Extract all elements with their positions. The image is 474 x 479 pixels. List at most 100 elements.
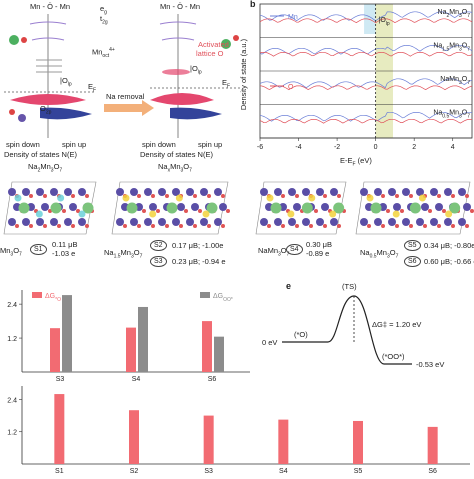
o-atom (221, 194, 225, 198)
structure-label-2: Na1.5Mn3O7 (104, 248, 143, 260)
mn-atom (388, 218, 396, 226)
site-s5: S5 (404, 240, 421, 251)
o-atom (470, 209, 474, 213)
dos-xlabel: E-EF (eV) (340, 156, 372, 168)
o-atom (179, 224, 183, 228)
mnoct-label: Mnoct4+ (92, 47, 115, 59)
o-atom (409, 224, 413, 228)
dos-plot: Na2Mn3O7 Na1.5Mn3O7 NaMn3O7 Na0.5Mn3O7 -6 -4 -… (257, 3, 473, 151)
mn-atom (219, 203, 227, 211)
spin-density (149, 210, 157, 218)
olp-label-right: |Olp (190, 64, 202, 76)
o-atom (15, 224, 19, 228)
o-atom (29, 224, 33, 228)
bar (278, 419, 289, 464)
t2g-label: t2g (100, 14, 108, 26)
o-atom (198, 209, 202, 213)
unit-cell (255, 181, 347, 235)
structure-label-1: Mn3O7 (0, 246, 22, 258)
mn-atom (330, 218, 338, 226)
o-atom (142, 209, 146, 213)
orbital-label-left: Mn - Ö - Mn (30, 2, 71, 11)
s4-charge: -0.89 e (306, 249, 330, 258)
ts-label: (TS) (342, 282, 357, 291)
bar (353, 420, 363, 464)
o-atom (395, 224, 399, 228)
o-atom (151, 224, 155, 228)
o-atom (85, 224, 89, 228)
ef-label-left: EF (88, 82, 97, 94)
ef-label-right: EF (222, 78, 231, 90)
x-tick-label: -2 (334, 144, 340, 151)
s4-moment: 0.30 μB (306, 240, 333, 249)
mn-atom (144, 218, 152, 226)
spin-density (418, 194, 426, 202)
panel-a-schematic (4, 14, 240, 138)
mn-atom (260, 188, 268, 196)
mn-atom (388, 188, 396, 196)
o-atom (184, 209, 188, 213)
formula-right: NaxMn3O7 (158, 162, 192, 174)
legend-mn-label: Mn (288, 14, 298, 21)
left-energy-diagram (4, 14, 95, 138)
o-atom (123, 224, 127, 228)
o-atom (295, 194, 299, 198)
na-atom (166, 202, 178, 214)
mn-atom (22, 218, 30, 226)
mn-atom (458, 188, 466, 196)
mn-atom (360, 188, 368, 196)
mn-atom (458, 218, 466, 226)
mn-atom (302, 218, 310, 226)
site-s1: S1 (30, 244, 47, 255)
spin-down-left: spin down (6, 140, 40, 149)
o-atom (57, 224, 61, 228)
panel-a: Mn - Ö - Mn Mn - Ö - Mn eg t2g Mnoct4+ E… (0, 0, 248, 174)
mn-atom (41, 203, 49, 211)
mn-atom (36, 218, 44, 226)
bar (54, 394, 65, 464)
na-atom (301, 202, 313, 214)
x-tick-label: S6 (428, 468, 437, 474)
dos-row-label: Na0.5Mn3O7 (433, 110, 470, 120)
site-s2: S2 (150, 240, 167, 251)
end-label: (*OO*) (382, 352, 405, 361)
end-value: -0.53 eV (416, 360, 445, 369)
o-atom (226, 209, 230, 213)
o-atom (43, 194, 47, 198)
x-tick-label: S4 (279, 468, 288, 474)
spin-density (57, 194, 65, 202)
o-atom (207, 224, 211, 228)
mn-atom (293, 203, 301, 211)
spin-density (308, 194, 316, 202)
x-tick-label: 4 (451, 144, 455, 151)
vbm-band (364, 4, 376, 34)
na-atom (50, 202, 62, 214)
structure-label-3: NaMn3O7 (258, 246, 290, 258)
mn-atom (78, 188, 86, 196)
structures-row: Mn3O7 S1 0.11 μB -1.03 e Na1.5Mn3O7 S2 0… (0, 168, 474, 278)
mn-atom (274, 218, 282, 226)
panel-e-letter: e (286, 281, 292, 291)
dos-row-label: NaMn3O7 (440, 76, 470, 86)
mn-atom (274, 188, 282, 196)
mn-atom (444, 218, 452, 226)
x-tick-label: S4 (132, 376, 141, 382)
o-atom (337, 224, 341, 228)
mn-atom (200, 188, 208, 196)
x-tick-label: 0 (374, 144, 378, 151)
bar (203, 415, 214, 464)
x-tick-label: S6 (208, 376, 217, 382)
mn-atom (177, 203, 185, 211)
o-atom (43, 224, 47, 228)
chart-site-comparison: 1.2 2.4 S1 S2 S3 S4 S5 S6 (0, 384, 474, 475)
bar (138, 306, 148, 372)
mn-atom (421, 203, 429, 211)
s3-moment: 0.23 μB; -0.94 e (172, 257, 226, 266)
na-removal-arrow (104, 100, 154, 116)
o-atom (76, 209, 80, 213)
spin-up-left: spin up (62, 140, 87, 149)
s6-moment: 0.60 μB; -0.66 e (424, 257, 474, 266)
na-atom (270, 202, 282, 214)
o-atom (465, 194, 469, 198)
olp-label: |Olp (379, 17, 390, 27)
